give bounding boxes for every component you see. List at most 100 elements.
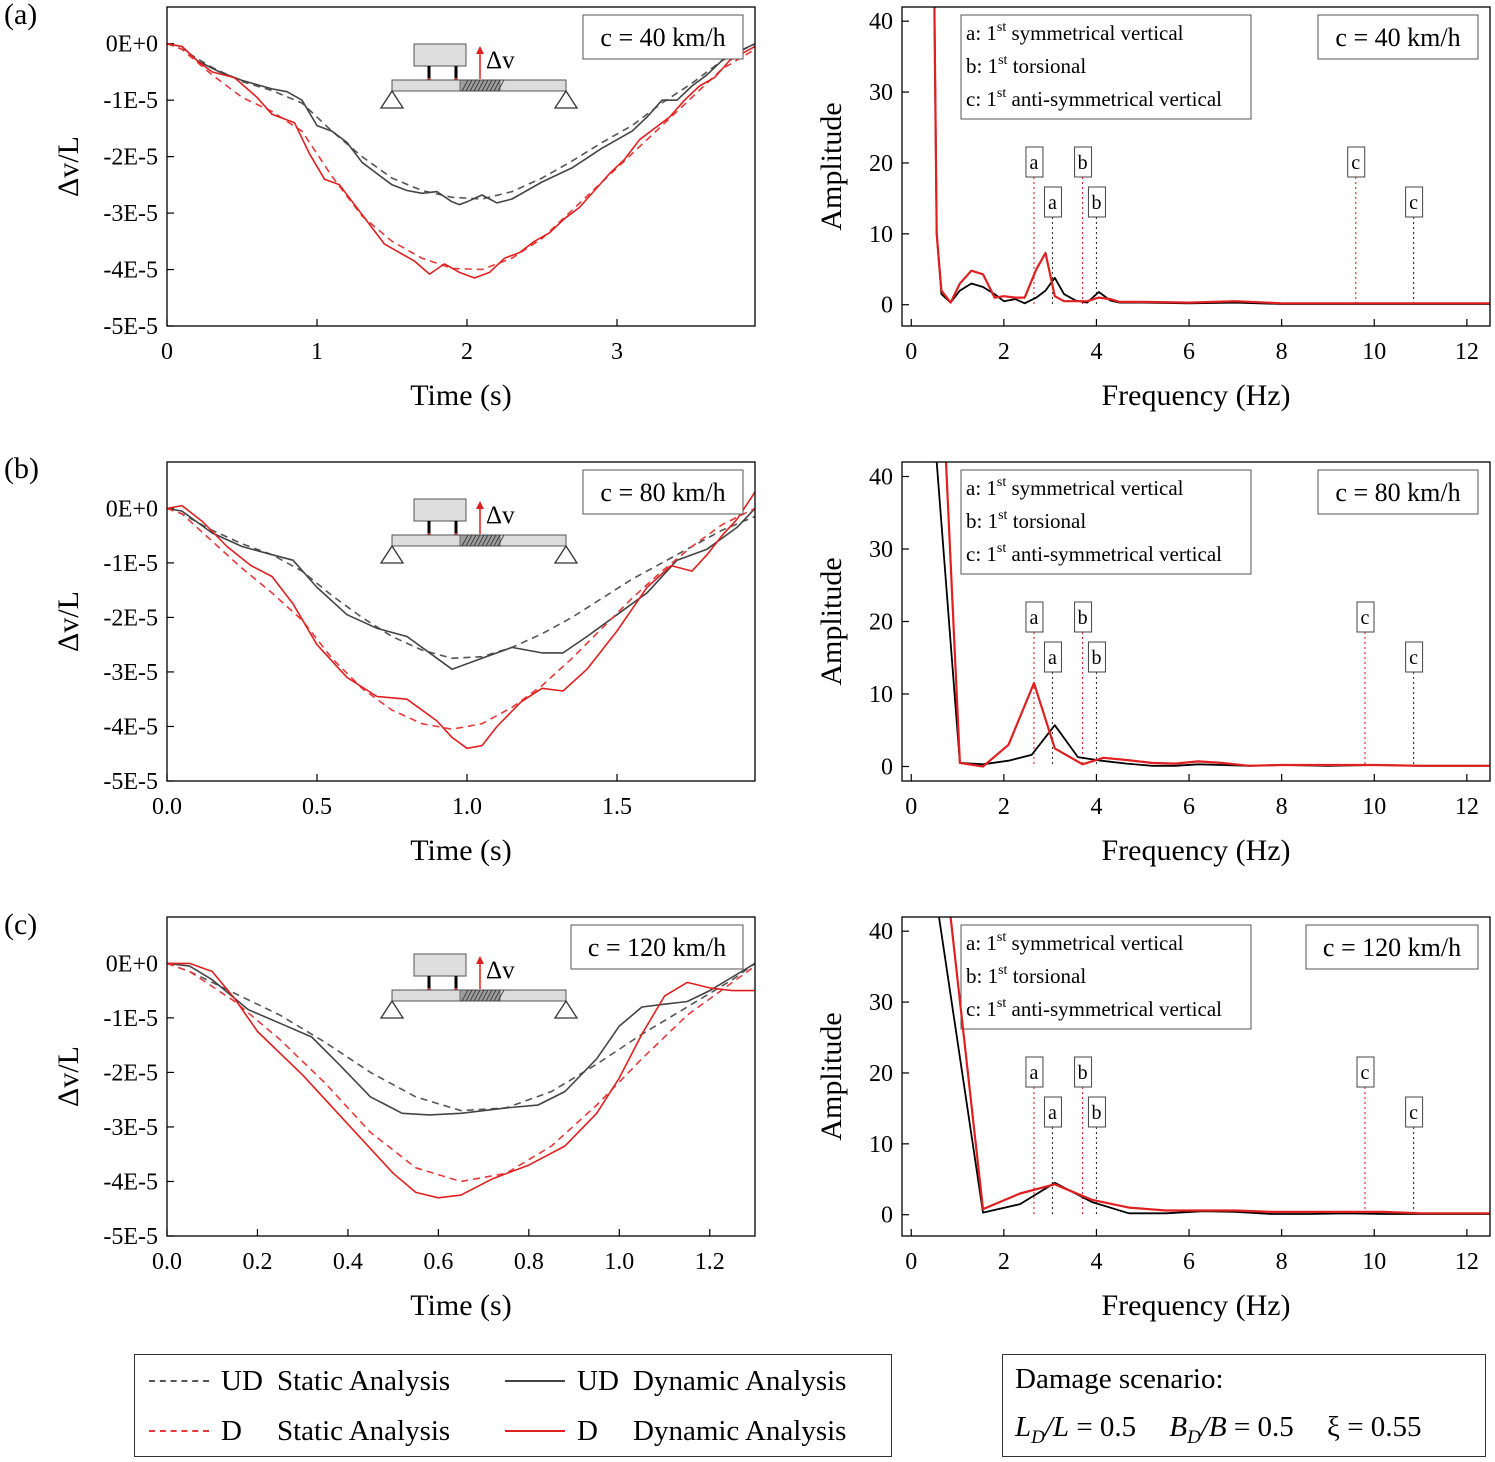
- speed-label: c = 80 km/h: [1335, 478, 1460, 507]
- mode-label-a: a: [1048, 647, 1057, 669]
- mode-label-c: c: [1409, 647, 1418, 669]
- x-tick-label: 4: [1090, 794, 1102, 820]
- mode-label-box: [1405, 1096, 1424, 1128]
- x-tick-label: 4: [1090, 1249, 1102, 1275]
- y-tick-label: -4E-5: [103, 1169, 158, 1195]
- damage-scenario-box: Damage scenario: LD/L = 0.5 BD/B = 0.5 ξ…: [1002, 1354, 1486, 1457]
- series-line-ud_dynamic: [167, 507, 755, 671]
- hatch-line: [465, 534, 473, 547]
- y-tick-label: -1E-5: [103, 1006, 158, 1032]
- mode-label-box: [1074, 601, 1093, 633]
- hatch-line: [481, 79, 489, 92]
- x-tick-label: 2: [461, 339, 473, 365]
- chart-freq-a: 0 2 4 6 8 10 12 0 10 20 30 40 Frequency (Hz) Amplitud…: [815, 6, 1491, 412]
- x-tick-label: 2: [998, 794, 1010, 820]
- legend-ud-static-label: Static Analysis: [277, 1364, 451, 1397]
- mode-description-line: a: 1st symmetrical vertical: [966, 475, 1184, 500]
- y-tick-label: 40: [869, 465, 893, 491]
- x-tick-label: 1.0: [452, 794, 482, 820]
- y-tick-label: -5E-5: [103, 1224, 158, 1250]
- plot-frame: [166, 916, 756, 1237]
- x-tick-label: 6: [1183, 1249, 1195, 1275]
- deflection-arrowhead: [476, 956, 484, 964]
- mode-label-b: b: [1078, 1062, 1088, 1084]
- y-tick-label: -2E-5: [103, 145, 158, 171]
- mode-label-b: b: [1091, 647, 1101, 669]
- y-tick-label: 30: [869, 80, 893, 106]
- legend-d-dynamic-label: Dynamic Analysis: [633, 1414, 847, 1447]
- mode-label-box: [1405, 641, 1424, 673]
- x-tick-label: 1: [311, 339, 323, 365]
- hatch-line: [477, 79, 485, 92]
- x-tick-label: 6: [1183, 339, 1195, 365]
- deflection-label: Δv: [486, 47, 515, 74]
- legend-d-static-label: Static Analysis: [277, 1414, 451, 1447]
- damaged-segment: [459, 989, 501, 1002]
- mode-description-box: [960, 469, 1252, 575]
- mode-label-c: c: [1361, 607, 1370, 629]
- y-axis-label: Amplitude: [815, 102, 848, 230]
- hatch-line: [465, 79, 473, 92]
- speed-label-box: [582, 469, 744, 515]
- hatch-line: [461, 79, 469, 92]
- x-tick-label: 0.6: [423, 1249, 453, 1275]
- speed-label: c = 120 km/h: [588, 933, 726, 962]
- bridge-schematic-time-a: Δv: [379, 43, 579, 109]
- y-tick-label: 30: [869, 990, 893, 1016]
- hatch-line: [477, 534, 485, 547]
- hatch-line: [497, 534, 505, 547]
- series-line-d_dynamic: [167, 42, 755, 279]
- damage-param-width: BD/B = 0.5: [1169, 1411, 1294, 1448]
- mode-description-line: c: 1st anti-symmetrical vertical: [966, 541, 1222, 566]
- x-tick-label: 0.4: [333, 1249, 363, 1275]
- bridge-schematic-time-c: Δv: [379, 953, 579, 1019]
- mode-label-b: b: [1091, 1102, 1101, 1124]
- support-right: [553, 544, 579, 564]
- hatch-line: [465, 989, 473, 1002]
- x-tick-label: 0.8: [514, 1249, 544, 1275]
- hatch-line: [493, 534, 501, 547]
- series-line-ud_dynamic: [167, 42, 755, 206]
- y-tick-label: 10: [869, 682, 893, 708]
- x-tick-label: 1.0: [604, 1249, 634, 1275]
- mode-label-box: [1025, 146, 1044, 178]
- mode-label-box: [1043, 641, 1062, 673]
- damage-param-length: LD/L = 0.5: [1015, 1411, 1137, 1448]
- x-tick-label: 10: [1362, 339, 1386, 365]
- hatch-line: [481, 534, 489, 547]
- plot-frame: [901, 916, 1491, 1237]
- chart-freq-b: 0 2 4 6 8 10 12 0 10 20 30 40 Frequency (Hz) Amplitud…: [815, 461, 1491, 867]
- panel-label-a: (a): [4, 0, 38, 31]
- x-tick-label: 3: [611, 339, 623, 365]
- mode-label-box: [1074, 146, 1093, 178]
- hatch-line: [489, 534, 497, 547]
- y-tick-label: 30: [869, 537, 893, 563]
- x-axis-label: Frequency (Hz): [1101, 834, 1290, 867]
- series-line-d_static: [167, 962, 755, 1183]
- series-line-ud_static: [167, 507, 755, 660]
- deflection-arrowhead: [476, 46, 484, 54]
- y-tick-label: 40: [869, 9, 893, 35]
- y-axis-label: Amplitude: [815, 557, 848, 685]
- y-tick-label: 0: [881, 755, 893, 781]
- mode-label-c: c: [1409, 1102, 1418, 1124]
- hatch-line: [469, 989, 477, 1002]
- mode-label-box: [1087, 641, 1106, 673]
- x-tick-label: 2: [998, 1249, 1010, 1275]
- hatch-line: [461, 534, 469, 547]
- x-axis-label: Time (s): [410, 1289, 511, 1322]
- x-tick-label: 4: [1090, 339, 1102, 365]
- damaged-segment: [459, 534, 501, 547]
- y-tick-label: 0E+0: [106, 32, 158, 58]
- hatch-line: [469, 534, 477, 547]
- mode-label-b: b: [1091, 192, 1101, 214]
- mode-label-box: [1025, 1056, 1044, 1088]
- legend-d-static: D Static Analysis: [149, 1411, 450, 1451]
- speed-label-box: [1305, 924, 1479, 970]
- deflection-label: Δv: [486, 957, 515, 984]
- hatch-line: [493, 79, 501, 92]
- x-tick-label: 0: [161, 339, 173, 365]
- vehicle-body: [413, 953, 467, 977]
- speed-label-box: [1317, 469, 1479, 515]
